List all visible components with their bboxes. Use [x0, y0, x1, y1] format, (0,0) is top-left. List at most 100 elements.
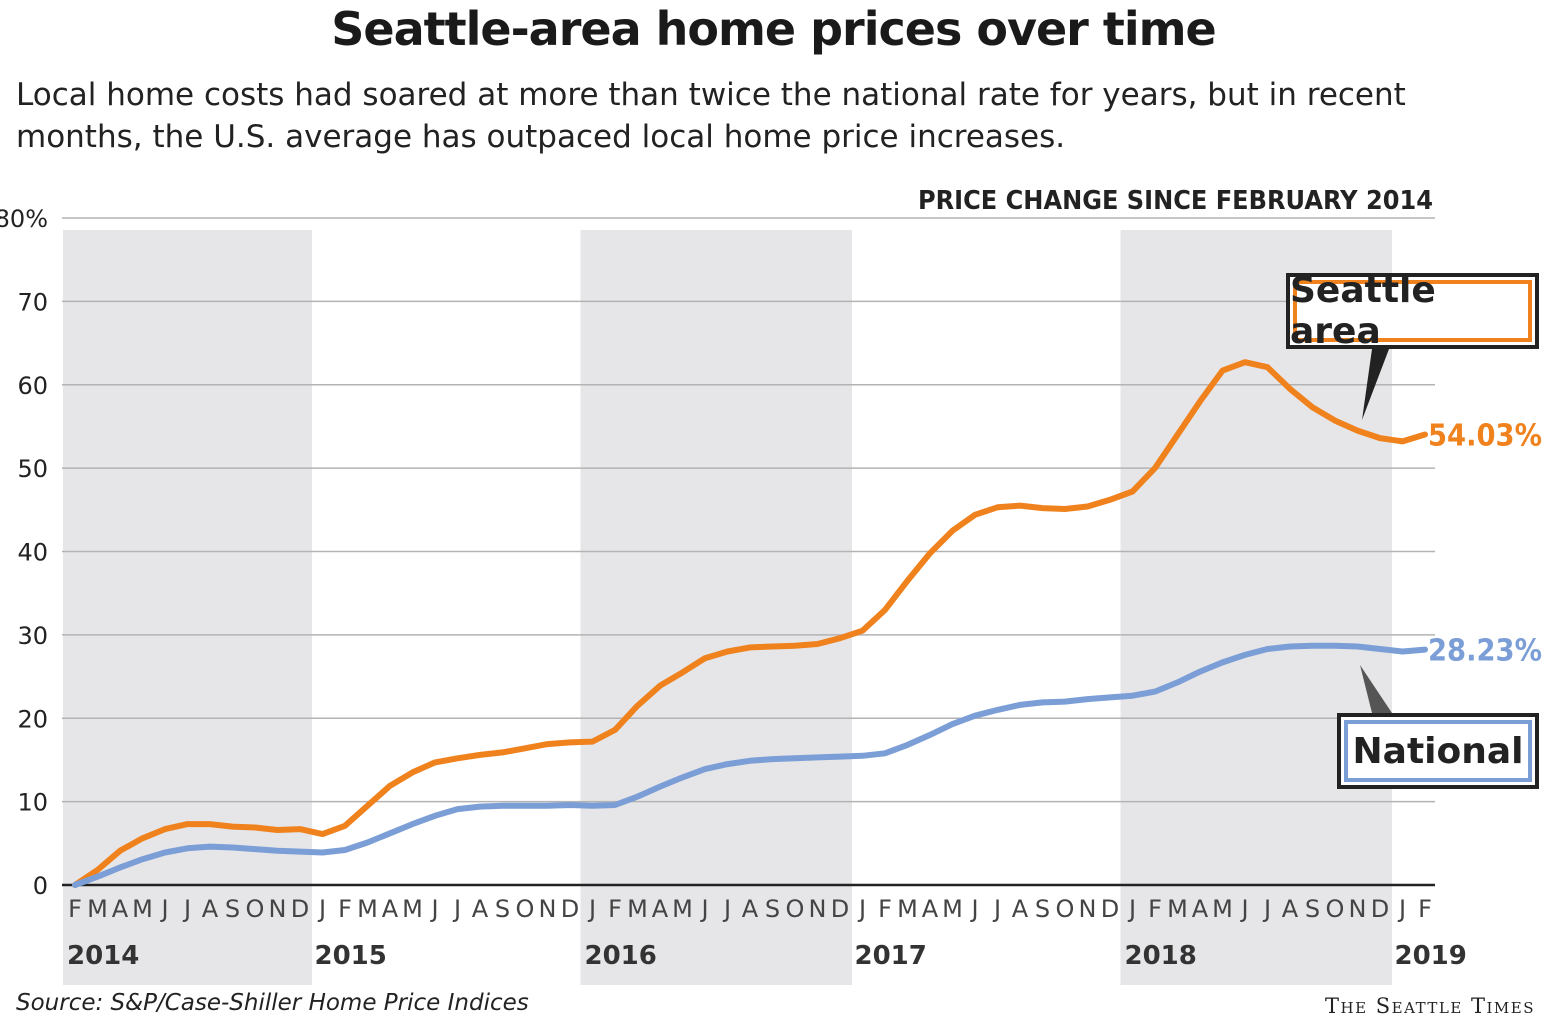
year-band-2018 — [1120, 230, 1392, 985]
x-tick-label: J — [992, 895, 1001, 923]
x-tick-label: O — [786, 895, 805, 923]
legend-national: National — [1337, 713, 1539, 789]
x-tick-label: J — [722, 895, 731, 923]
x-tick-label: D — [831, 895, 849, 923]
x-tick-label: J — [1397, 895, 1406, 923]
x-tick-label: O — [1326, 895, 1345, 923]
x-tick-label: M — [672, 895, 693, 923]
x-tick-label: A — [922, 895, 939, 923]
x-tick-label: F — [878, 895, 892, 923]
year-label-2015: 2015 — [315, 941, 387, 971]
national-line — [72, 642, 1428, 888]
legend-seattle-label: Seattle area — [1290, 270, 1436, 352]
gridlines — [62, 217, 1435, 887]
x-tick-label: M — [627, 895, 648, 923]
x-tick-label: A — [112, 895, 129, 923]
national-end-label: 28.23% — [1428, 634, 1542, 669]
x-tick-label: N — [809, 895, 827, 923]
y-tick-label-30: 30 — [17, 622, 48, 650]
x-tick-label: N — [539, 895, 557, 923]
y-tick-label-20: 20 — [17, 705, 48, 733]
x-tick-label: M — [897, 895, 918, 923]
x-tick-label: S — [1305, 895, 1320, 923]
x-tick-label: O — [1056, 895, 1075, 923]
y-tick-label-80: 80% — [0, 205, 48, 233]
x-tick-label: J — [182, 895, 191, 923]
y-tick-label-50: 50 — [17, 455, 48, 483]
x-tick-label: J — [587, 895, 596, 923]
legend-seattle-area: Seattle area — [1286, 270, 1539, 352]
x-tick-label: D — [1101, 895, 1119, 923]
x-tick-label: O — [246, 895, 265, 923]
x-tick-label: J — [857, 895, 866, 923]
x-tick-label: M — [132, 895, 153, 923]
x-tick-label: S — [1035, 895, 1050, 923]
x-tick-label: A — [472, 895, 489, 923]
y-axis-ticks: 0 10 20 30 40 50 60 70 80% — [0, 205, 48, 900]
x-tick-label: F — [68, 895, 82, 923]
x-tick-label: D — [291, 895, 309, 923]
x-tick-label: S — [765, 895, 780, 923]
x-axis-year-labels: 2014 2015 2016 2017 2018 2019 — [67, 941, 1467, 971]
x-tick-label: M — [942, 895, 963, 923]
year-label-2018: 2018 — [1125, 941, 1197, 971]
year-label-2017: 2017 — [855, 941, 927, 971]
x-tick-label: M — [357, 895, 378, 923]
x-tick-label: D — [1371, 895, 1389, 923]
x-tick-label: M — [1167, 895, 1188, 923]
x-tick-label: M — [87, 895, 108, 923]
y-tick-label-60: 60 — [17, 372, 48, 400]
x-tick-label: J — [452, 895, 461, 923]
x-tick-label: J — [159, 895, 168, 923]
x-tick-label: O — [516, 895, 535, 923]
y-tick-label-10: 10 — [17, 789, 48, 817]
x-tick-label: F — [338, 895, 352, 923]
year-label-2019: 2019 — [1395, 941, 1467, 971]
legend-national-label: National — [1352, 730, 1524, 772]
chart-title: Seattle-area home prices over time — [331, 2, 1217, 56]
x-tick-label: J — [317, 895, 326, 923]
y-tick-label-0: 0 — [33, 872, 48, 900]
series-lines — [72, 359, 1428, 888]
year-label-2016: 2016 — [585, 941, 657, 971]
year-band-2016 — [580, 230, 852, 985]
seattle-end-label: 54.03% — [1428, 419, 1542, 454]
series-end-labels: 54.03% 28.23% — [1428, 419, 1542, 669]
x-tick-label: M — [1212, 895, 1233, 923]
x-tick-label: F — [1148, 895, 1162, 923]
x-tick-label: A — [382, 895, 399, 923]
x-tick-label: J — [1239, 895, 1248, 923]
x-tick-label: J — [1262, 895, 1271, 923]
x-tick-label: J — [1127, 895, 1136, 923]
national-pointer — [1360, 665, 1392, 713]
x-tick-label: A — [1012, 895, 1029, 923]
y-tick-label-40: 40 — [17, 539, 48, 567]
x-tick-label: D — [561, 895, 579, 923]
x-tick-label: N — [1349, 895, 1367, 923]
year-label-2014: 2014 — [67, 941, 139, 971]
callout-pointers — [1360, 349, 1392, 713]
seattle-pointer — [1362, 349, 1389, 420]
x-tick-label: F — [608, 895, 622, 923]
x-tick-label: A — [742, 895, 759, 923]
x-tick-label: M — [402, 895, 423, 923]
x-tick-label: S — [495, 895, 510, 923]
x-tick-label: A — [1192, 895, 1209, 923]
chart-subtitle: Local home costs had soared at more than… — [16, 77, 1406, 155]
x-tick-label: A — [202, 895, 219, 923]
seattle-line — [72, 359, 1428, 888]
x-tick-label: S — [225, 895, 240, 923]
x-tick-label: J — [969, 895, 978, 923]
source-note: Source: S&P/Case-Shiller Home Price Indi… — [16, 990, 529, 1016]
x-tick-label: N — [1079, 895, 1097, 923]
x-tick-label: J — [429, 895, 438, 923]
x-tick-label: A — [1282, 895, 1299, 923]
year-bands — [63, 230, 1392, 985]
publisher-credit: The Seattle Times — [1325, 994, 1535, 1018]
year-band-2014 — [63, 230, 312, 985]
x-tick-label: N — [269, 895, 287, 923]
x-tick-label: J — [699, 895, 708, 923]
x-tick-label: A — [652, 895, 669, 923]
